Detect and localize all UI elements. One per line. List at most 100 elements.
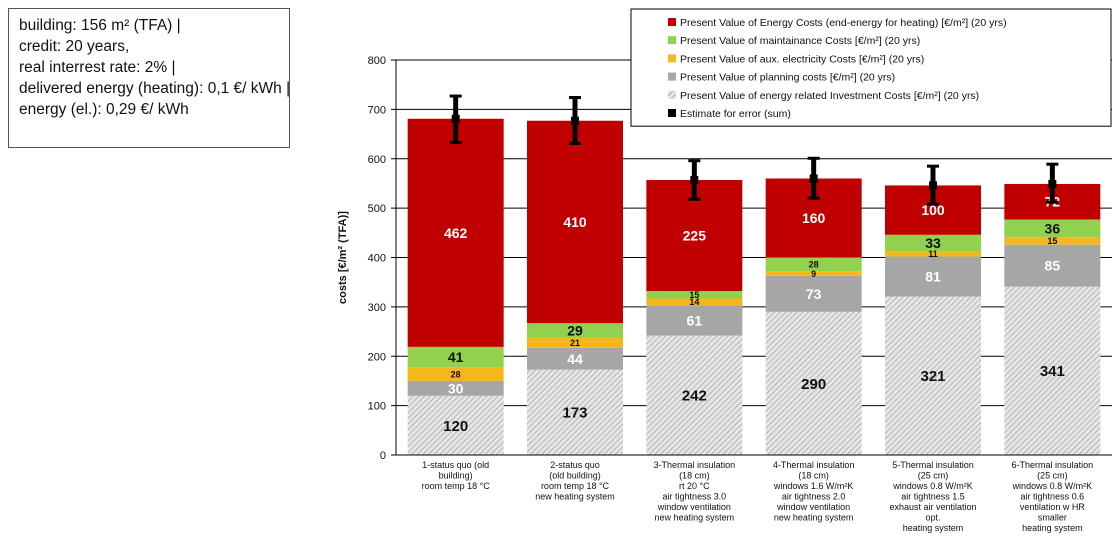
data-label: 81 [925, 269, 941, 285]
legend-entry: Estimate for error (sum) [680, 108, 791, 120]
data-label: 61 [687, 312, 703, 328]
legend-entry: Present Value of energy related Investme… [680, 90, 979, 102]
bar-segment [1004, 244, 1101, 287]
bar-segment [765, 271, 862, 276]
data-label: 41 [448, 349, 464, 365]
x-category-line: room temp 18 °C [422, 481, 491, 491]
data-label: 14 [689, 297, 699, 307]
x-category-line: 5-Thermal insulation [892, 460, 974, 470]
y-axis-title: costs [€/m² (TFA)] [337, 211, 349, 304]
bar-segment [407, 367, 504, 381]
data-label: 73 [806, 286, 822, 302]
x-category-line: 3-Thermal insulation [654, 460, 736, 470]
info-line: delivered energy (heating): 0,1 €/ kWh | [19, 80, 291, 97]
info-line: energy (el.): 0,29 €/ kWh [19, 101, 189, 118]
y-tick-label: 600 [368, 154, 386, 166]
data-label: 225 [683, 228, 707, 244]
bar-segment [885, 296, 981, 455]
x-category-line: (18 cm) [679, 471, 710, 481]
x-category-line: 2-status quo [550, 460, 600, 470]
data-label: 28 [451, 369, 461, 379]
x-category-line: 4-Thermal insulation [773, 460, 855, 470]
legend-swatch [668, 109, 676, 117]
x-category-line: smaller [1038, 513, 1067, 523]
bar-segment [407, 118, 504, 347]
y-tick-label: 200 [368, 351, 386, 363]
data-label: 242 [682, 388, 707, 405]
info-line: credit: 20 years, [19, 38, 130, 55]
legend-entry: Present Value of maintainance Costs [€/m… [680, 35, 920, 47]
legend-entry: Present Value of planning costs [€/m²] (… [680, 72, 895, 84]
x-category-line: rt 20 °C [679, 481, 710, 491]
data-label: 44 [567, 351, 583, 367]
x-category-line: (25 cm) [1037, 471, 1068, 481]
x-category-label: 1-status quo (old building) room temp 18 °… [422, 460, 491, 491]
legend-entry: Present Value of aux. electricity Costs … [680, 53, 924, 65]
y-tick-label: 400 [368, 253, 386, 265]
x-category-line: air tightness 0.6 [1021, 492, 1085, 502]
x-category-line: new heating system [655, 513, 735, 523]
data-label: 341 [1040, 363, 1065, 380]
x-category-line: new heating system [774, 513, 854, 523]
x-category-line: 6-Thermal insulation [1012, 460, 1094, 470]
legend-swatch [668, 54, 676, 63]
y-tick-label: 500 [368, 203, 386, 215]
x-category-label: 2-status quo (old building) room temp 18 °… [535, 460, 615, 502]
bar-segment [765, 311, 862, 455]
data-label: 9 [811, 269, 816, 279]
x-category-line: new heating system [535, 492, 615, 502]
bar-segment [646, 305, 743, 336]
y-tick-label: 800 [368, 55, 386, 67]
x-category-line: windows 0.8 W/m²K [1012, 481, 1093, 491]
bar-segment [646, 298, 743, 306]
error-center-marker [451, 114, 460, 123]
legend-entry: Present Value of Energy Costs (end-energ… [680, 17, 1007, 29]
data-label: 15 [689, 290, 699, 300]
data-label: 321 [920, 368, 945, 385]
bar-segment [885, 256, 981, 297]
x-category-line: building) [439, 471, 473, 481]
bar-segment [527, 120, 623, 324]
bar-segment [765, 257, 862, 272]
info-line: building: 156 m² (TFA) | [19, 17, 181, 34]
data-label: 100 [921, 202, 945, 218]
data-label: 28 [809, 260, 819, 270]
legend-swatch [668, 72, 676, 81]
x-category-line: 1-status quo (old [422, 460, 489, 470]
info-box: building: 156 m² (TFA) | credit: 20 year… [8, 8, 290, 148]
x-category-line: heating system [903, 523, 964, 533]
bar-segment [407, 395, 504, 455]
x-category-line: exhaust air ventilation [889, 502, 976, 512]
bar-segment [1004, 219, 1101, 238]
data-label: 30 [448, 380, 464, 396]
legend-swatch [668, 18, 676, 26]
x-category-line: opt. [925, 513, 940, 523]
bar-segment [765, 275, 862, 312]
bar-segment [527, 369, 623, 455]
data-label: 15 [1047, 236, 1057, 246]
x-category-line: air tightness 1.5 [901, 492, 965, 502]
data-label: 462 [444, 225, 468, 241]
bar-segment [527, 347, 623, 370]
bar-segment [527, 337, 623, 348]
x-category-line: windows 0.8 W/m²K [892, 481, 973, 491]
x-category-line: room temp 18 °C [541, 481, 610, 491]
data-label: 160 [802, 210, 826, 226]
x-category-line: (18 cm) [798, 471, 829, 481]
data-label: 29 [567, 322, 583, 338]
x-category-line: (old building) [549, 471, 601, 481]
bar-segment [885, 234, 981, 252]
y-tick-label: 0 [380, 450, 386, 462]
y-tick-label: 100 [368, 401, 386, 413]
error-center-marker [1048, 179, 1057, 188]
x-category-line: windows 1.6 W/m²K [773, 481, 854, 491]
error-center-marker [929, 181, 937, 190]
x-category-line: (25 cm) [918, 471, 949, 481]
x-category-label: 6-Thermal insulation (25 cm) windows 0.8 W… [1012, 460, 1094, 533]
data-label: 410 [563, 214, 587, 230]
data-label: 290 [801, 376, 826, 393]
x-category-line: window ventilation [776, 502, 850, 512]
data-label: 21 [570, 338, 580, 348]
x-category-line: ventilation w HR [1020, 502, 1086, 512]
